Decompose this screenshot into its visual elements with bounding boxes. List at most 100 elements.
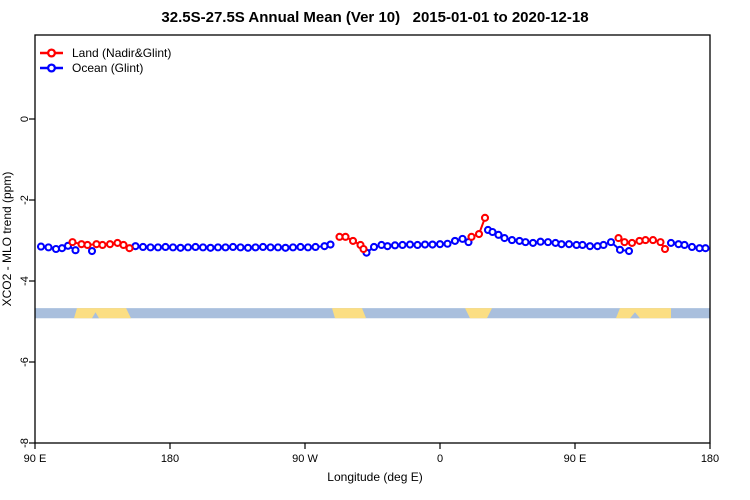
ocean-series-point bbox=[666, 238, 676, 247]
ocean-series-point bbox=[369, 242, 379, 252]
y-tick-label: -6 bbox=[19, 357, 31, 367]
ocean-series-point bbox=[443, 239, 452, 248]
ocean-series-point bbox=[585, 242, 595, 251]
y-axis-label: XCO2 - MLO trend (ppm) bbox=[0, 171, 14, 307]
ocean-series-point bbox=[488, 227, 497, 237]
ocean-series-point bbox=[521, 238, 530, 247]
ocean-series-point bbox=[71, 246, 80, 255]
ocean-series-point bbox=[198, 243, 208, 252]
land-series-point bbox=[480, 213, 490, 222]
land-series-point bbox=[648, 236, 658, 245]
coast-notch bbox=[92, 312, 100, 319]
ocean-series-point bbox=[36, 242, 46, 251]
ocean-series-point bbox=[383, 242, 392, 251]
land-series-point bbox=[620, 238, 629, 247]
ocean-series-point bbox=[599, 240, 608, 250]
x-tick-label: 90 E bbox=[24, 453, 47, 465]
ocean-series-point bbox=[281, 243, 290, 252]
land-series-point bbox=[660, 244, 670, 254]
ocean-series-point bbox=[236, 243, 245, 252]
x-tick-label: 180 bbox=[161, 453, 179, 465]
legend-label: Ocean (Glint) bbox=[72, 61, 143, 75]
land-series-point bbox=[359, 244, 368, 254]
ocean-series-point bbox=[557, 240, 566, 249]
land-series-point bbox=[68, 238, 77, 247]
legend-label: Land (Nadir&Glint) bbox=[72, 46, 171, 60]
ocean-series-point bbox=[44, 243, 53, 252]
ocean-series-point bbox=[206, 243, 215, 252]
ocean-series-point bbox=[153, 243, 163, 252]
y-tick-label: -8 bbox=[19, 438, 31, 448]
ocean-series-point bbox=[273, 243, 283, 252]
ocean-series-point bbox=[405, 240, 415, 249]
ocean-series-point bbox=[87, 246, 97, 256]
ocean-series-point bbox=[435, 240, 445, 249]
land-band-s-america bbox=[332, 308, 367, 319]
ocean-series-point bbox=[687, 242, 697, 252]
legend-marker bbox=[46, 63, 57, 73]
ocean-series-point bbox=[296, 242, 305, 252]
land-series-point bbox=[119, 240, 128, 250]
land-band-australia-2 bbox=[615, 308, 671, 319]
ocean-series-point bbox=[288, 243, 298, 252]
ocean-series-point bbox=[303, 243, 313, 252]
land-series-point bbox=[474, 229, 484, 239]
ocean-series-point bbox=[326, 240, 335, 249]
land-series-point bbox=[105, 240, 115, 249]
ocean-series-point bbox=[564, 240, 574, 249]
land-series-point bbox=[83, 240, 92, 250]
ocean-series-point bbox=[680, 240, 689, 250]
land-series-point bbox=[125, 244, 134, 253]
land-series-point bbox=[98, 240, 107, 250]
ocean-series-point bbox=[398, 240, 407, 250]
ocean-series-point bbox=[578, 240, 587, 250]
ocean-series-point bbox=[138, 242, 148, 252]
ocean-series-point bbox=[228, 242, 238, 252]
ocean-series-point bbox=[176, 243, 185, 252]
y-tick-label: 0 bbox=[19, 116, 31, 122]
ocean-series-point bbox=[420, 240, 430, 249]
ocean-series-point bbox=[494, 230, 503, 239]
ocean-series-point bbox=[258, 242, 268, 252]
ocean-series-point bbox=[183, 243, 193, 252]
ocean-series-point bbox=[243, 243, 253, 252]
ocean-series-point bbox=[311, 242, 320, 252]
ocean-series-point bbox=[615, 245, 625, 254]
ocean-series-point bbox=[213, 243, 223, 252]
ocean-series-point bbox=[146, 243, 155, 252]
ocean-series-point bbox=[168, 243, 178, 252]
ocean-series-point bbox=[606, 238, 616, 247]
plot-border bbox=[34, 34, 711, 444]
land-series-point bbox=[467, 232, 476, 241]
x-tick-label: 180 bbox=[701, 453, 719, 465]
ocean-series-point bbox=[251, 243, 260, 252]
ocean-series-point bbox=[413, 240, 422, 250]
y-tick-label: -4 bbox=[19, 276, 31, 286]
ocean-series-point bbox=[624, 246, 634, 256]
land-band-australia bbox=[74, 308, 131, 319]
land-series-point bbox=[614, 234, 623, 243]
x-tick-label: 90 E bbox=[564, 453, 587, 465]
ocean-series-point bbox=[161, 242, 170, 252]
legend-marker bbox=[46, 48, 57, 58]
ocean-series-point bbox=[266, 243, 275, 252]
ocean-series-point bbox=[450, 236, 460, 245]
ocean-series-point bbox=[536, 237, 545, 246]
land-band-s-africa bbox=[465, 308, 493, 319]
chart-title: 32.5S-27.5S Annual Mean (Ver 10) 2015-01… bbox=[161, 9, 589, 26]
land-series-point bbox=[656, 238, 665, 247]
ocean-series-point bbox=[543, 238, 553, 247]
ocean-series-point bbox=[390, 241, 400, 250]
y-tick-label: -2 bbox=[19, 195, 31, 205]
land-series-point bbox=[627, 238, 637, 247]
ocean-series-point bbox=[507, 236, 517, 245]
land-series-point bbox=[641, 236, 650, 245]
x-tick-label: 90 W bbox=[292, 453, 318, 465]
ocean-series-point bbox=[428, 240, 437, 249]
ocean-series-point bbox=[191, 242, 200, 252]
x-axis-label: Longitude (deg E) bbox=[327, 470, 423, 484]
land-series-point bbox=[348, 236, 358, 245]
x-tick-label: 0 bbox=[437, 453, 443, 465]
